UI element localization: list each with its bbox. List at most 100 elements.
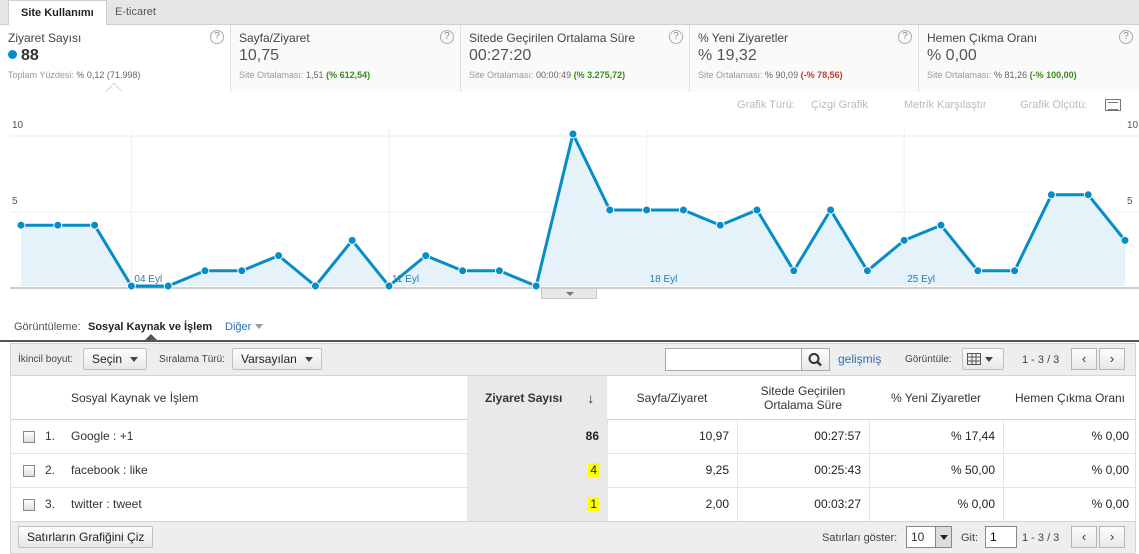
dimension-active[interactable]: Sosyal Kaynak ve İşlem	[88, 321, 213, 333]
rows-per-page-select[interactable]: 10	[906, 526, 952, 548]
metric-sub-label: Site Ortalaması:	[469, 70, 534, 80]
data-point	[90, 220, 100, 230]
data-point	[1046, 190, 1056, 200]
cell-new-visits: % 0,00	[869, 488, 1003, 522]
cell-duration: 00:27:57	[737, 420, 869, 454]
dimension-other-dropdown[interactable]: Diğer	[225, 321, 263, 333]
y-tick-label-right: 10	[1127, 120, 1139, 131]
prev-page-button[interactable]: ‹	[1071, 526, 1097, 548]
col-header-bounce[interactable]: Hemen Çıkma Oranı	[1014, 391, 1126, 405]
data-point	[789, 266, 799, 276]
visits-chart: 10 10 5 5 04 Eyl 11 Eyl 18 Eyl 25 Eyl	[10, 120, 1139, 291]
help-icon[interactable]: ?	[210, 30, 224, 44]
series-area	[21, 134, 1125, 286]
metric-delta: (% 3.275,72)	[573, 70, 626, 80]
cell-pages: 2,00	[607, 488, 737, 522]
metric-delta: (-% 100,00)	[1029, 70, 1077, 80]
plot-rows-button[interactable]: Satırların Grafiğini Çiz	[18, 526, 154, 548]
row-index: 2.	[45, 463, 56, 477]
data-point	[347, 235, 357, 245]
metric-new-visits[interactable]: % Yeni Ziyaretler % 19,32 Site Ortalamas…	[690, 25, 919, 92]
metric-sub-value: % 81,26	[994, 70, 1028, 80]
col-header-visits[interactable]: Ziyaret Sayısı ↓	[467, 376, 607, 420]
row-source-link[interactable]: facebook : like	[71, 463, 148, 477]
col-header-new-visits[interactable]: % Yeni Ziyaretler	[890, 391, 982, 405]
metric-bounce-rate[interactable]: Hemen Çıkma Oranı % 0,00 Site Ortalaması…	[919, 25, 1139, 92]
data-point	[1010, 266, 1020, 276]
pagination-range: 1 - 3 / 3	[1022, 532, 1060, 544]
table-view-icon	[967, 353, 981, 365]
secondary-dimension-select[interactable]: Seçin	[83, 348, 148, 370]
col-header-pages[interactable]: Sayfa/Ziyaret	[636, 391, 708, 405]
data-point	[458, 266, 468, 276]
cell-duration: 00:03:27	[737, 488, 869, 522]
table-search-input[interactable]	[665, 348, 802, 371]
select-value: 10	[911, 530, 925, 544]
row-source-link[interactable]: Google : +1	[71, 429, 134, 443]
x-tick-label: 18 Eyl	[650, 274, 678, 285]
metric-delta: (% 612,54)	[326, 70, 371, 80]
next-page-button[interactable]: ›	[1099, 526, 1125, 548]
data-point	[642, 205, 652, 215]
metric-sub-label: Site Ortalaması:	[927, 70, 992, 80]
cell-new-visits: % 50,00	[869, 454, 1003, 488]
metric-avg-duration[interactable]: Sitede Geçirilen Ortalama Süre 00:27:20 …	[461, 25, 690, 92]
cell-bounce: % 0,00	[1003, 488, 1137, 522]
chart-resize-handle[interactable]	[541, 289, 597, 299]
metric-compare-link[interactable]: Metrik Karşılaştır	[904, 99, 987, 111]
help-icon[interactable]: ?	[440, 30, 454, 44]
help-icon[interactable]: ?	[898, 30, 912, 44]
data-point	[16, 220, 26, 230]
row-index: 1.	[45, 429, 56, 443]
data-point	[1083, 190, 1093, 200]
metric-delta: (-% 78,56)	[800, 70, 843, 80]
data-point	[715, 220, 725, 230]
tab-ecommerce[interactable]: E-ticaret	[115, 6, 156, 18]
metric-visits[interactable]: Ziyaret Sayısı 88 Toplam Yüzdesi: % 0,12…	[0, 25, 231, 92]
advanced-filter-link[interactable]: gelişmiş	[838, 352, 882, 366]
view-type-select[interactable]	[962, 348, 1004, 370]
row-source-link[interactable]: twitter : tweet	[71, 497, 142, 511]
metric-name: Sitede Geçirilen Ortalama Süre	[469, 31, 636, 45]
x-tick-label: 11 Eyl	[392, 274, 419, 285]
tab-site-usage[interactable]: Site Kullanımı	[8, 0, 107, 26]
metric-sub-label: Site Ortalaması:	[698, 70, 763, 80]
graph-scale-label[interactable]: Grafik Ölçütü:	[1020, 99, 1088, 111]
metric-value: 10,75	[239, 47, 280, 64]
metric-name: Hemen Çıkma Oranı	[927, 31, 1038, 45]
help-icon[interactable]: ?	[1119, 30, 1133, 44]
row-index: 3.	[45, 497, 56, 511]
table-row: 3. twitter : tweet 1 2,00 00:03:27% 0,00% 0,…	[10, 488, 1136, 522]
graph-type-link[interactable]: Çizgi Grafik	[811, 99, 868, 111]
metric-value: 88	[21, 47, 39, 64]
dimension-label: Görüntüleme:	[14, 321, 81, 333]
metric-summary: Ziyaret Sayısı 88 Toplam Yüzdesi: % 0,12…	[0, 25, 1139, 92]
goto-page-input[interactable]	[985, 526, 1017, 548]
x-tick-label: 25 Eyl	[907, 274, 935, 285]
visits-value: 4	[588, 463, 599, 477]
row-checkbox[interactable]	[23, 499, 35, 511]
col-header-duration[interactable]: Sitede Geçirilen Ortalama Süre	[760, 384, 846, 412]
y-tick-label-right: 5	[1127, 196, 1133, 207]
select-value: Seçin	[92, 352, 123, 366]
data-point	[53, 220, 63, 230]
prev-page-button[interactable]: ‹	[1071, 348, 1097, 370]
table-toolbar: İkincil boyut: Seçin Sıralama Türü: Vars…	[10, 343, 1136, 376]
col-header-source[interactable]: Sosyal Kaynak ve İşlem	[71, 391, 199, 405]
metric-value: % 0,00	[927, 47, 977, 64]
row-checkbox[interactable]	[23, 465, 35, 477]
cell-pages: 9,25	[607, 454, 737, 488]
row-checkbox[interactable]	[23, 431, 35, 443]
help-icon[interactable]: ?	[669, 30, 683, 44]
metric-pages-per-visit[interactable]: Sayfa/Ziyaret 10,75 Site Ortalaması: 1,5…	[231, 25, 461, 92]
list-icon[interactable]	[1105, 99, 1121, 111]
next-page-button[interactable]: ›	[1099, 348, 1125, 370]
sort-type-select[interactable]: Varsayılan	[232, 348, 322, 370]
rows-per-page-label: Satırları göster:	[822, 532, 898, 544]
metric-sub-label: Site Ortalaması:	[239, 70, 304, 80]
table-row: 1. Google : +1 86 10,97 00:27:57% 17,44% 0,0…	[10, 420, 1136, 454]
chevron-down-icon	[985, 357, 993, 362]
metric-sub-value: % 0,12 (71.998)	[76, 70, 141, 80]
search-button[interactable]	[801, 348, 830, 371]
data-point	[310, 281, 320, 291]
